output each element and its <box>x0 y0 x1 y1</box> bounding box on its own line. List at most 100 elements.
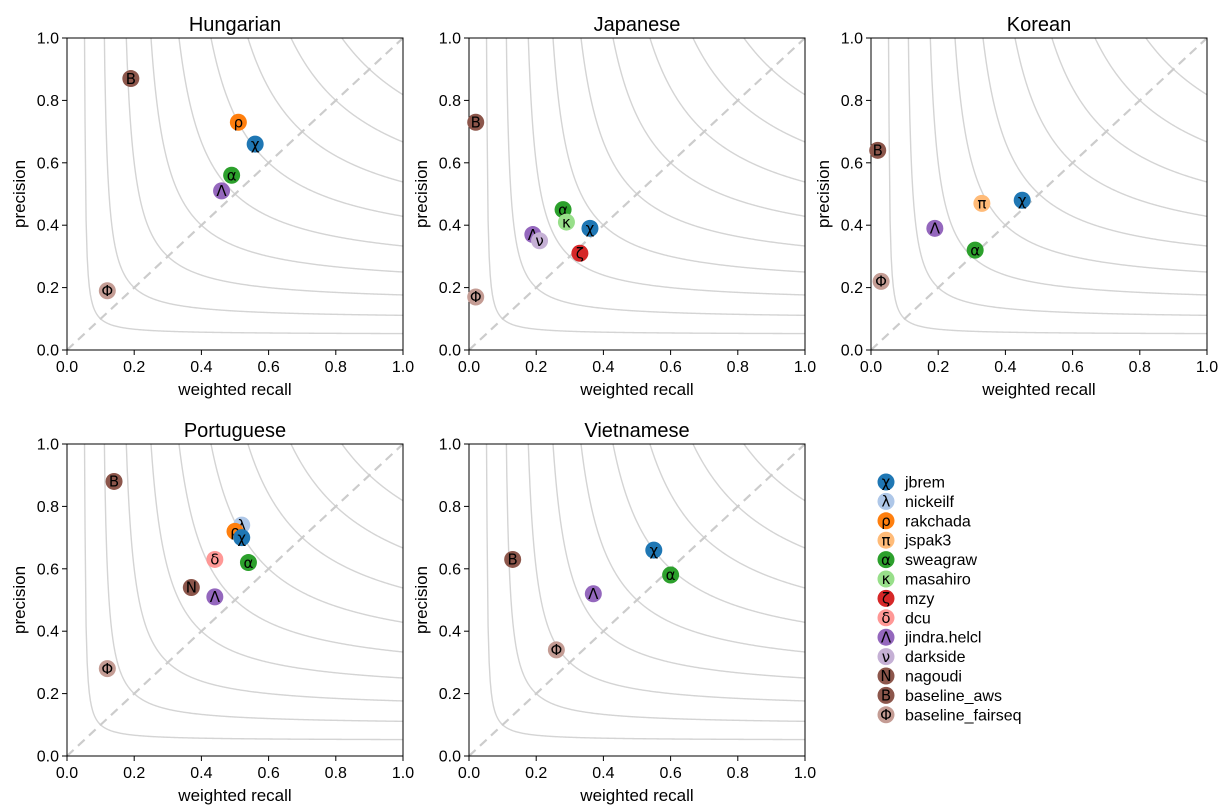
panel-hungarian: 0.0 0.2 0.4 0.6 0.8 1.0 0.0 0.2 0.4 0.6 0.8 1.0 Hung… <box>10 14 414 399</box>
x-axis-label: weighted recall <box>177 380 291 399</box>
point-baseline_aws: B <box>122 70 140 88</box>
point-marker <box>531 232 549 250</box>
legend-item-rakchada: ρ rakchada <box>877 512 971 530</box>
y-tick-label: 1.0 <box>439 31 461 48</box>
legend-item-sweagraw: α sweagraw <box>877 551 977 569</box>
y-tick-label: 0.2 <box>841 280 863 297</box>
x-tick-label: 0.2 <box>123 765 145 782</box>
legend-symbol: χ <box>882 473 891 491</box>
legend-symbol: δ <box>881 609 890 627</box>
iso-f-curve <box>83 38 403 335</box>
y-axis-label: precision <box>10 566 29 634</box>
x-tick-label: 0.0 <box>458 765 480 782</box>
point-sweagraw: α <box>239 554 257 572</box>
point-marker <box>239 554 257 572</box>
iso-f-curve <box>649 38 805 183</box>
legend-label: mzy <box>905 591 934 608</box>
x-tick-label: 0.8 <box>727 765 749 782</box>
y-axis-label: precision <box>412 566 431 634</box>
iso-f-curve <box>505 38 805 317</box>
point-marker <box>105 472 123 490</box>
point-symbol: Λ <box>528 226 539 244</box>
point-symbol: B <box>508 551 518 569</box>
x-tick-label: 1.0 <box>392 359 414 376</box>
legend-label: jspak3 <box>904 533 951 550</box>
x-tick-label: 0.2 <box>927 359 949 376</box>
point-marker <box>98 282 116 300</box>
y-axis-label: precision <box>10 160 29 228</box>
iso-f-curve <box>103 38 403 317</box>
legend-item-masahiro: κ masahiro <box>877 570 971 589</box>
point-baseline_aws: B <box>467 113 485 131</box>
legend-marker <box>877 667 895 685</box>
iso-f-curve <box>929 38 1207 296</box>
x-tick-label: 1.0 <box>1196 359 1218 376</box>
legend-marker <box>877 531 895 549</box>
point-symbol: α <box>558 201 568 219</box>
panel-portuguese: 0.0 0.2 0.4 0.6 0.8 1.0 0.0 0.2 0.4 0.6 0.8 1.0 Port… <box>10 420 414 805</box>
y-tick-label: 0.0 <box>37 343 59 360</box>
legend-marker <box>877 473 895 491</box>
point-marker <box>233 529 251 547</box>
legend-marker <box>877 628 895 646</box>
y-tick-label: 0.4 <box>439 218 461 235</box>
legend-label: nagoudi <box>905 669 962 686</box>
x-tick-label: 0.4 <box>190 359 212 376</box>
point-jbrem: χ <box>1013 191 1031 209</box>
iso-f-curve <box>1051 38 1207 183</box>
point-baseline_fairseq: Φ <box>872 273 890 291</box>
iso-f-curve <box>743 444 805 502</box>
point-jspak3: π <box>973 195 991 213</box>
iso-f-curve <box>612 38 805 217</box>
point-marker <box>645 541 663 559</box>
iso-f-curve <box>341 38 403 96</box>
y-tick-label: 0.0 <box>841 343 863 360</box>
x-tick-label: 0.6 <box>659 765 681 782</box>
iso-f-curve <box>580 444 805 653</box>
iso-f-curve <box>552 444 805 679</box>
x-tick-label: 0.4 <box>994 359 1016 376</box>
y-tick-label: 0.8 <box>37 93 59 110</box>
y-tick-label: 0.0 <box>439 749 461 766</box>
x-tick-label: 0.4 <box>592 765 614 782</box>
x-tick-label: 1.0 <box>794 765 816 782</box>
point-symbol: χ <box>237 529 246 547</box>
iso-f-curve <box>982 38 1207 247</box>
iso-f-curve <box>210 444 403 623</box>
point-marker <box>223 166 241 184</box>
legend-label: darkside <box>905 649 966 666</box>
point-marker <box>229 113 247 131</box>
y-tick-label: 0.2 <box>37 280 59 297</box>
x-tick-label: 0.0 <box>56 765 78 782</box>
y-axis-label: precision <box>412 160 431 228</box>
iso-f-curve <box>247 38 403 183</box>
point-symbol: B <box>126 70 136 88</box>
y-tick-label: 0.4 <box>841 218 863 235</box>
axes-frame <box>66 37 404 351</box>
iso-f-curve <box>125 38 403 296</box>
point-symbol: ρ <box>230 523 240 541</box>
y-tick-label: 0.8 <box>37 499 59 516</box>
x-axis-label: weighted recall <box>579 786 693 805</box>
iso-f-curve <box>178 444 403 653</box>
diagonal-line <box>469 444 805 756</box>
point-sweagraw: α <box>662 566 680 584</box>
point-jbrem: χ <box>233 529 251 547</box>
point-baseline_fairseq: Φ <box>547 641 565 659</box>
iso-f-curve <box>485 38 805 335</box>
point-symbol: Λ <box>930 220 941 238</box>
legend-label: masahiro <box>905 572 971 589</box>
legend-symbol: α <box>881 551 891 569</box>
panel-title: Vietnamese <box>584 420 689 442</box>
x-tick-label: 1.0 <box>392 765 414 782</box>
point-jbrem: χ <box>246 135 264 153</box>
legend-item-dcu: δ dcu <box>877 609 931 627</box>
point-symbol: Λ <box>216 182 227 200</box>
iso-f-curve <box>290 444 403 549</box>
point-symbol: π <box>977 195 986 213</box>
point-symbol: Φ <box>470 288 482 306</box>
iso-f-curve <box>150 38 403 273</box>
axes-frame <box>66 443 404 757</box>
x-tick-label: 1.0 <box>794 359 816 376</box>
legend-marker <box>877 551 895 569</box>
